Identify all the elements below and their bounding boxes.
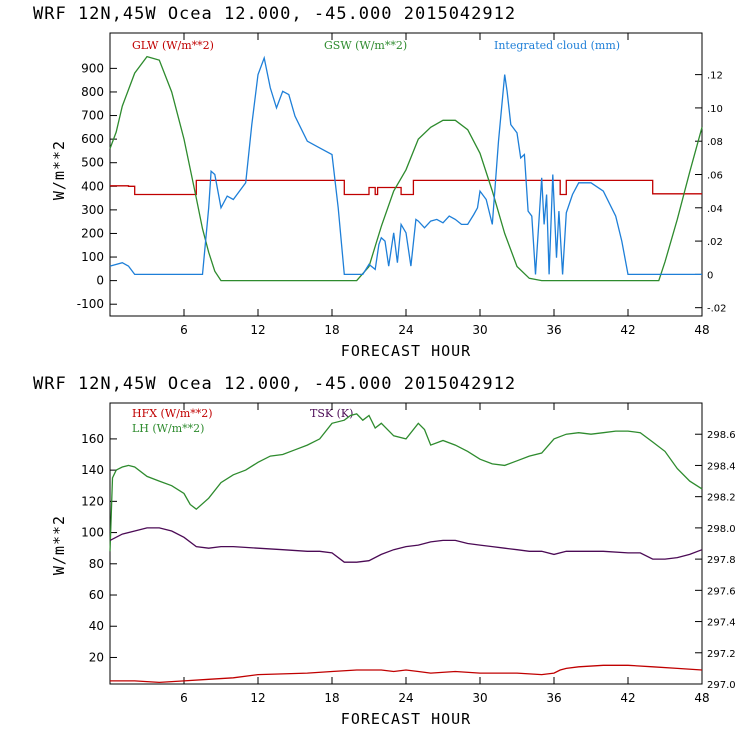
chart1-y2tick-label: .02 (707, 237, 723, 248)
chart2-xtick-label: 24 (398, 691, 413, 705)
chart2-xtick-label: 42 (620, 691, 635, 705)
chart2-y2tick-label: 297.8 (707, 555, 736, 566)
chart1-y2tick-label: .04 (707, 204, 723, 215)
chart1-ytick-label: 900 (81, 61, 104, 75)
chart1-y2tick-label: 0 (707, 270, 713, 281)
chart1-ytick-label: 600 (81, 132, 104, 146)
chart1-title: WRF 12N,45W Ocea 12.000, -45.000 2015042… (33, 4, 516, 24)
chart1-series-1-line (110, 179, 702, 196)
chart1-frame (109, 32, 703, 317)
chart1-legend-cloud: Integrated cloud (mm) (494, 39, 620, 52)
chart2-series-1-line (110, 664, 703, 684)
chart1-ytick-label: 500 (81, 156, 104, 170)
chart2-ytick-label: 140 (81, 463, 104, 477)
chart1-y2tick-label: .06 (707, 171, 723, 182)
chart2-y2tick-label: 297.4 (707, 618, 736, 629)
chart1-series-2-line (109, 55, 703, 282)
chart1-legend-gsw: GSW (W/m**2) (324, 39, 407, 52)
chart1-xtick-label: 42 (620, 323, 635, 337)
chart1-y2tick-label: .10 (707, 104, 723, 115)
chart1-xlabel: FORECAST HOUR (341, 342, 471, 360)
chart2-ytick-label: 40 (89, 619, 104, 633)
chart2-title: WRF 12N,45W Ocea 12.000, -45.000 2015042… (33, 374, 516, 394)
chart2-legend-lh: LH (W/m**2) (132, 422, 204, 435)
chart2-xtick-label: 18 (324, 691, 339, 705)
chart2-y2tick-label: 298.2 (707, 493, 736, 504)
chart1-ytick-label: 300 (81, 203, 104, 217)
chart2-series-3-line (109, 527, 703, 563)
chart2-ytick-label: 20 (89, 650, 104, 664)
chart2-legend-hfx: HFX (W/m**2) (132, 407, 213, 420)
chart2-xtick-label: 30 (472, 691, 487, 705)
chart2-xtick-label: 36 (546, 691, 561, 705)
chart1-xtick-label: 24 (398, 323, 413, 337)
chart2-ytick-label: 100 (81, 526, 104, 540)
chart2-y2tick-label: 298.6 (707, 430, 736, 441)
chart2-y2tick-label: 298.0 (707, 524, 736, 535)
chart2-y2tick-label: 298.4 (707, 461, 736, 472)
chart1-xtick-label: 30 (472, 323, 487, 337)
chart2-legend-tsk: TSK (K) (310, 407, 353, 420)
chart1-ytick-label: -100 (77, 297, 104, 311)
chart2-ylabel: W/m**2 (50, 515, 68, 575)
chart2-series-2-line (109, 413, 703, 552)
chart1-ytick-label: 100 (81, 250, 104, 264)
chart2-frame (109, 402, 703, 685)
chart2-y2tick-label: 297.6 (707, 586, 736, 597)
chart2-xlabel: FORECAST HOUR (341, 710, 471, 728)
chart1-series-3-line (109, 55, 702, 276)
chart2-xtick-label: 12 (250, 691, 265, 705)
chart2-xtick-label: 6 (180, 691, 188, 705)
chart1-xtick-label: 12 (250, 323, 265, 337)
chart1-y2tick-label: -.02 (707, 304, 727, 315)
chart2-y2tick-label: 297.2 (707, 649, 736, 660)
chart1-ytick-label: 200 (81, 226, 104, 240)
chart1-ytick-label: 0 (96, 274, 104, 288)
chart1-ytick-label: 700 (81, 109, 104, 123)
chart2-y2tick-label: 297.0 (707, 680, 736, 691)
chart1-xtick-label: 36 (546, 323, 561, 337)
chart1-xtick-label: 48 (694, 323, 709, 337)
chart2-ytick-label: 80 (89, 557, 104, 571)
chart2-ytick-label: 120 (81, 494, 104, 508)
chart2-xtick-label: 48 (694, 691, 709, 705)
chart1-ytick-label: 800 (81, 85, 104, 99)
chart2-ytick-label: 160 (81, 432, 104, 446)
chart1-y2tick-label: .08 (707, 137, 723, 148)
chart1-ylabel: W/m**2 (50, 140, 68, 200)
chart1-xtick-label: 18 (324, 323, 339, 337)
chart1-legend-glw: GLW (W/m**2) (132, 39, 214, 52)
chart1-y2tick-label: .12 (707, 71, 723, 82)
chart1-ytick-label: 400 (81, 179, 104, 193)
chart2-ytick-label: 60 (89, 588, 104, 602)
chart1-xtick-label: 6 (180, 323, 188, 337)
